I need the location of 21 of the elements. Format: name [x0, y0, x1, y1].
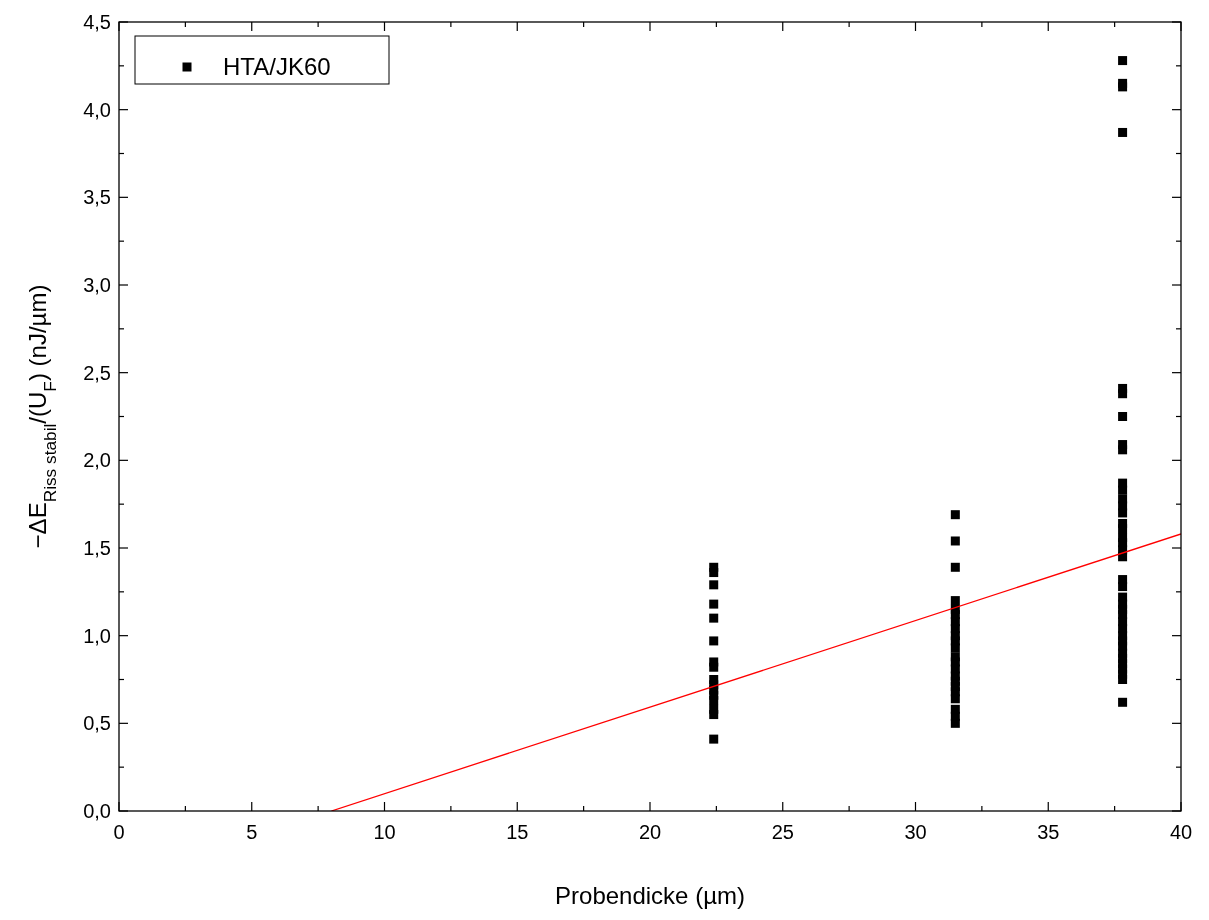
- x-tick-label: 20: [638, 821, 662, 843]
- x-tick-label: 15: [506, 821, 529, 843]
- x-tick-label: 35: [1037, 821, 1060, 843]
- x-tick-label: 5: [246, 821, 258, 843]
- y-tick-label: 2,0: [83, 449, 111, 472]
- x-tick-label: 0: [113, 821, 125, 843]
- y-tick-label: 4,5: [83, 11, 111, 33]
- y-tick-label: 1,5: [83, 537, 111, 559]
- x-tick-label: 10: [373, 821, 396, 843]
- y-tick-label: 4,0: [83, 98, 111, 121]
- legend-label: HTA/JK60: [223, 53, 331, 80]
- x-tick-label: 25: [771, 821, 794, 843]
- x-tick-label: 40: [1169, 821, 1193, 843]
- x-axis-title: Probendicke (µm): [555, 882, 745, 909]
- x-tick-label: 30: [904, 821, 927, 843]
- y-tick-label: 0,0: [83, 800, 111, 822]
- y-tick-label: 3,0: [83, 274, 111, 296]
- y-tick-label: 0,5: [83, 712, 111, 735]
- y-tick-label: 2,5: [83, 361, 111, 384]
- y-tick-label: 1,0: [83, 624, 111, 647]
- y-tick-label: 3,5: [83, 186, 111, 209]
